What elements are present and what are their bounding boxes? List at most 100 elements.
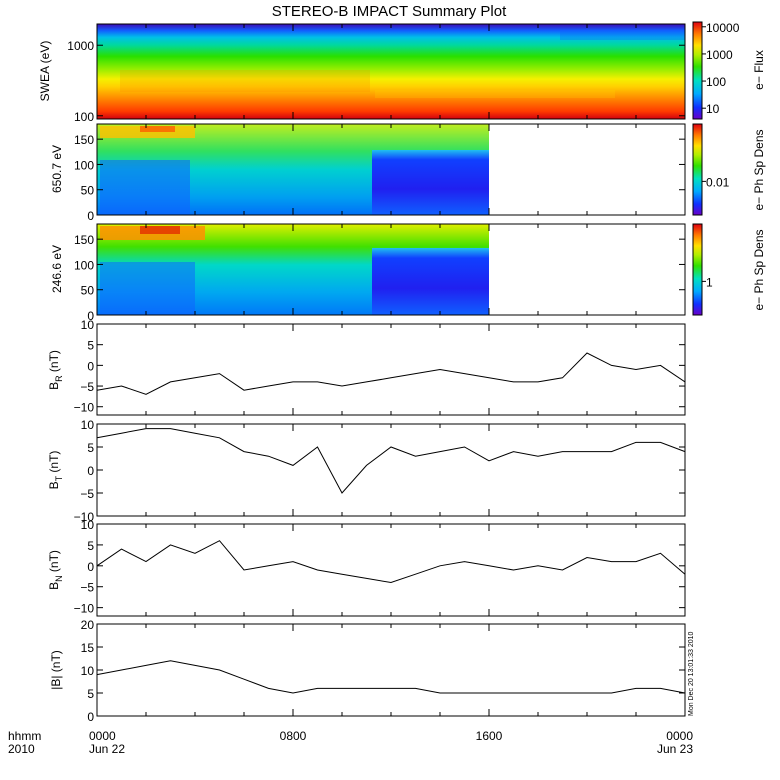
colorbar-tick-label: 10000 (706, 21, 740, 35)
swea-y-axis: 100 1000 (67, 39, 685, 124)
y-tick-label: 10 (81, 664, 95, 678)
y-tick-label: 50 (81, 184, 95, 198)
bn-ylabel: BN (nT) (47, 550, 64, 590)
y-tick-label: 100 (74, 110, 94, 124)
pitch246-blue-wedge (100, 262, 195, 315)
bt-frame (96, 423, 686, 517)
x-tick-label: 0800 (280, 729, 307, 743)
br-ylabel: BR (nT) (47, 350, 64, 390)
y-tick-label: 20 (81, 618, 95, 632)
br-y-axis: −10 −5 0 5 10 (74, 318, 685, 415)
bt-ylabel-unit: (nT) (47, 451, 61, 476)
colorbar-pitch246-ticks: 1 (702, 275, 713, 289)
y-tick-label: 150 (74, 133, 94, 147)
y-tick-label: 0 (87, 710, 94, 724)
bt-ylabel: BT (nT) (47, 451, 64, 490)
creation-stamp: Mon Dec 20 13:01:33 2010 (688, 631, 695, 716)
pitch246-hot-core (140, 226, 180, 234)
y-tick-label: 0 (87, 309, 94, 323)
bn-y-axis: −10 −5 0 5 10 (74, 518, 685, 616)
bt-y-axis: −10 −5 0 5 10 (74, 418, 685, 524)
colorbar-pitch650-label: e− Ph Sp Dens (752, 129, 766, 210)
colorbar-tick-label: 10 (706, 102, 720, 116)
pitch246-ylabel: 246.6 eV (50, 245, 64, 293)
x-tick-sublabel: Jun 22 (89, 742, 125, 756)
y-tick-label: −5 (80, 380, 94, 394)
swea-ylabel: SWEA (eV) (38, 41, 52, 102)
bmag-trace (96, 660, 686, 694)
colorbar-tick-label: 1 (706, 275, 713, 289)
swea-heatmap-shade-2 (375, 90, 615, 98)
colorbar-pitch650-gradient (692, 123, 703, 216)
panel-bt: −10 −5 0 5 10 BT (nT) (47, 418, 686, 524)
y-tick-label: 50 (81, 284, 95, 298)
colorbar-flux-label: e− Flux (752, 50, 766, 90)
pitch246-y-axis: 0 50 100 150 (74, 233, 685, 323)
bmag-ylabel: |B| (nT) (49, 650, 63, 690)
y-tick-label: 100 (74, 258, 94, 272)
y-tick-label: 15 (81, 641, 95, 655)
panel-bn: −10 −5 0 5 10 BN (nT) (47, 518, 686, 617)
bn-ylabel-main: B (47, 582, 61, 590)
swea-heatmap-shade-1 (120, 70, 370, 92)
br-ylabel-sub: R (54, 375, 64, 382)
x-tick-sublabel: Jun 23 (657, 742, 693, 756)
y-tick-label: 100 (74, 158, 94, 172)
y-tick-label: −10 (74, 510, 95, 524)
y-tick-label: 5 (87, 441, 94, 455)
y-tick-label: 0 (87, 560, 94, 574)
y-tick-label: 10 (81, 318, 95, 332)
y-tick-label: 1000 (67, 39, 94, 53)
colorbar-pitch246-label: e− Ph Sp Dens (752, 229, 766, 310)
bt-ylabel-sub: T (54, 475, 64, 481)
y-tick-label: −10 (74, 602, 95, 616)
panel-swea-spectrogram: 100 1000 SWEA (eV) (38, 23, 686, 124)
x-tick-label: 1600 (476, 729, 503, 743)
bn-frame (96, 523, 686, 617)
bn-trace (96, 540, 686, 584)
panel-br: −10 −5 0 5 10 BR (nT) (47, 318, 686, 416)
bmag-frame (96, 623, 686, 717)
swea-heatmap-shade-3 (560, 30, 685, 40)
plot-title: STEREO-B IMPACT Summary Plot (272, 3, 507, 20)
colorbar-pitch650: 0.01 e− Ph Sp Dens (692, 123, 766, 216)
y-tick-label: −10 (74, 401, 95, 415)
pitch650-low-band (372, 150, 489, 215)
y-tick-label: −5 (80, 581, 94, 595)
swea-heatmap-image (97, 24, 685, 119)
pitch246-low-band (372, 248, 489, 315)
pitch650-y-axis: 0 50 100 150 (74, 133, 685, 223)
x-tick-label: 0000 (666, 729, 693, 743)
y-tick-label: −5 (80, 487, 94, 501)
x-tick-label: 0000 (89, 729, 116, 743)
br-ylabel-unit: (nT) (47, 350, 61, 375)
br-frame (96, 323, 686, 416)
y-tick-label: 150 (74, 233, 94, 247)
colorbar-pitch650-ticks: 0.01 (702, 175, 730, 189)
colorbar-tick-label: 100 (706, 75, 726, 89)
pitch650-hot-core (140, 126, 175, 132)
colorbar-flux-gradient (692, 21, 703, 120)
br-trace (96, 352, 686, 395)
y-tick-label: 10 (81, 518, 95, 532)
colorbar-pitch246-gradient (692, 223, 703, 316)
colorbar-flux-ticks: 10 100 1000 10000 (702, 21, 740, 116)
br-ylabel-main: B (47, 382, 61, 390)
panel-pitch-650: 0 50 100 150 650.7 eV (50, 123, 686, 223)
y-tick-label: 5 (87, 687, 94, 701)
panel-pitch-246: 0 50 100 150 246.6 eV (50, 223, 686, 323)
time-axis-label-year: 2010 (8, 742, 35, 756)
bmag-y-axis: 0 5 10 15 20 (81, 618, 685, 724)
y-tick-label: 5 (87, 539, 94, 553)
colorbar-flux: 10 100 1000 10000 e− Flux (692, 21, 766, 120)
pitch650-ylabel: 650.7 eV (50, 145, 64, 193)
y-tick-label: 0 (87, 464, 94, 478)
y-tick-label: 10 (81, 418, 95, 432)
colorbar-tick-label: 0.01 (706, 175, 730, 189)
bt-trace (96, 428, 686, 494)
time-axis-label-hhmm: hhmm (8, 729, 41, 743)
colorbar-pitch246: 1 e− Ph Sp Dens (692, 223, 766, 316)
